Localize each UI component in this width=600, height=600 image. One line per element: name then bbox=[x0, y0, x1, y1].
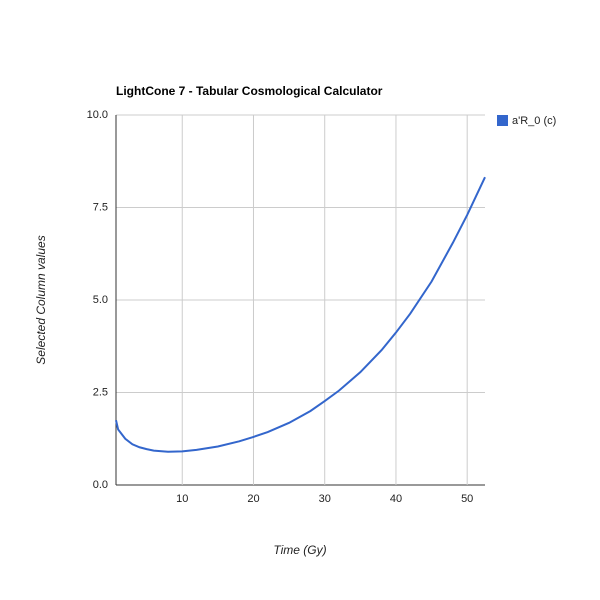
y-tick-label: 5.0 bbox=[93, 294, 108, 306]
chart-title: LightCone 7 - Tabular Cosmological Calcu… bbox=[116, 84, 383, 98]
legend-swatch bbox=[497, 115, 508, 126]
y-tick-label: 0.0 bbox=[93, 479, 108, 491]
x-tick-label: 10 bbox=[176, 493, 188, 505]
y-tick-label: 10.0 bbox=[87, 109, 108, 121]
x-axis-title: Time (Gy) bbox=[273, 543, 326, 557]
x-tick-label: 20 bbox=[247, 493, 259, 505]
y-axis-title: Selected Column values bbox=[34, 235, 48, 364]
y-tick-label: 2.5 bbox=[93, 386, 108, 398]
y-tick-label: 7.5 bbox=[93, 201, 108, 213]
x-tick-label: 40 bbox=[390, 493, 402, 505]
data-line bbox=[115, 176, 486, 453]
legend-label: a'R_0 (c) bbox=[512, 115, 556, 127]
x-tick-label: 50 bbox=[461, 493, 473, 505]
x-tick-label: 30 bbox=[319, 493, 331, 505]
